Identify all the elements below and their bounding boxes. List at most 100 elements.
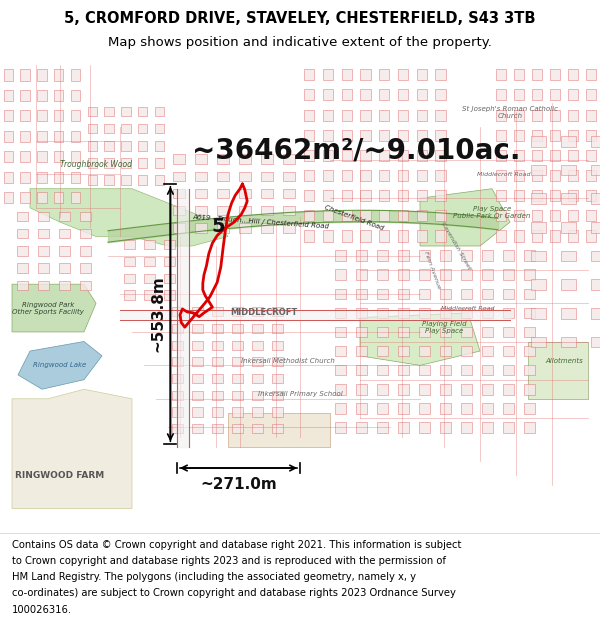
Bar	[379, 190, 389, 201]
Bar	[568, 190, 578, 201]
Bar	[71, 192, 80, 203]
Bar	[37, 131, 47, 142]
Bar	[398, 109, 408, 121]
Text: ~553.8m: ~553.8m	[151, 276, 166, 352]
Bar	[172, 408, 184, 417]
Bar	[172, 307, 184, 316]
Bar	[419, 269, 430, 280]
Bar	[482, 384, 493, 394]
Bar	[4, 110, 13, 121]
Bar	[377, 289, 388, 299]
Bar	[514, 211, 524, 221]
Bar	[436, 231, 446, 242]
Bar	[253, 374, 263, 383]
Bar	[272, 408, 283, 417]
Bar	[4, 131, 13, 142]
Bar	[398, 150, 408, 161]
Bar	[195, 172, 207, 181]
Bar	[37, 90, 47, 101]
Bar	[124, 257, 136, 266]
Bar	[532, 69, 542, 80]
Bar	[38, 281, 49, 290]
Bar	[164, 274, 175, 283]
Bar	[379, 231, 389, 242]
Bar	[59, 281, 70, 290]
Polygon shape	[420, 189, 510, 246]
Bar	[121, 176, 131, 185]
Bar	[524, 422, 535, 432]
Bar	[416, 170, 427, 181]
Bar	[419, 365, 430, 376]
Bar	[80, 212, 91, 221]
Bar	[531, 337, 546, 348]
Bar	[377, 269, 388, 280]
Bar	[586, 89, 596, 101]
Bar	[503, 346, 514, 356]
Bar	[514, 150, 524, 161]
Bar	[253, 391, 263, 400]
Bar	[335, 251, 346, 261]
Bar	[193, 341, 203, 350]
Bar	[138, 176, 148, 185]
Bar	[398, 269, 409, 280]
Bar	[145, 240, 155, 249]
Bar	[532, 170, 542, 181]
Bar	[514, 89, 524, 101]
Bar	[398, 346, 409, 356]
Polygon shape	[30, 189, 228, 246]
Text: Middlecroft Road: Middlecroft Road	[441, 306, 495, 311]
Bar	[436, 150, 446, 161]
Bar	[172, 341, 184, 350]
Bar	[138, 141, 148, 151]
Bar	[514, 190, 524, 201]
Bar	[323, 150, 333, 161]
Bar	[283, 223, 295, 232]
Bar	[20, 131, 30, 142]
Bar	[461, 269, 472, 280]
Bar	[482, 289, 493, 299]
Bar	[20, 69, 30, 81]
Bar	[436, 89, 446, 101]
Bar	[532, 109, 542, 121]
Bar	[419, 403, 430, 414]
Bar	[232, 424, 244, 433]
Text: Inkersall Primary School: Inkersall Primary School	[257, 391, 343, 397]
Bar	[261, 223, 273, 232]
Bar	[550, 211, 560, 221]
Bar	[239, 172, 251, 181]
Bar	[514, 69, 524, 80]
Bar	[461, 251, 472, 261]
Bar	[283, 206, 295, 216]
Bar	[524, 346, 535, 356]
Bar	[440, 384, 451, 394]
Bar	[138, 124, 148, 133]
Bar	[193, 374, 203, 383]
Bar	[550, 129, 560, 141]
Bar	[173, 223, 185, 232]
Text: MIDDLECROFT: MIDDLECROFT	[230, 308, 298, 318]
Bar	[532, 150, 542, 161]
Bar	[496, 129, 506, 141]
Bar	[496, 109, 506, 121]
Bar	[195, 206, 207, 216]
Bar	[398, 403, 409, 414]
Bar	[20, 90, 30, 101]
Polygon shape	[228, 413, 330, 446]
Bar	[212, 341, 223, 350]
Bar	[531, 136, 546, 147]
Text: RINGWOOD FARM: RINGWOOD FARM	[16, 471, 104, 480]
Bar	[164, 240, 175, 249]
Bar	[503, 384, 514, 394]
Bar	[531, 194, 546, 204]
Bar	[145, 274, 155, 283]
Bar	[440, 308, 451, 318]
Bar	[261, 154, 273, 164]
Bar	[212, 357, 223, 366]
Bar	[591, 251, 600, 261]
Bar	[121, 141, 131, 151]
Bar	[514, 109, 524, 121]
Bar	[503, 308, 514, 318]
Bar	[88, 124, 97, 133]
Bar	[173, 172, 185, 181]
Bar	[59, 246, 70, 256]
